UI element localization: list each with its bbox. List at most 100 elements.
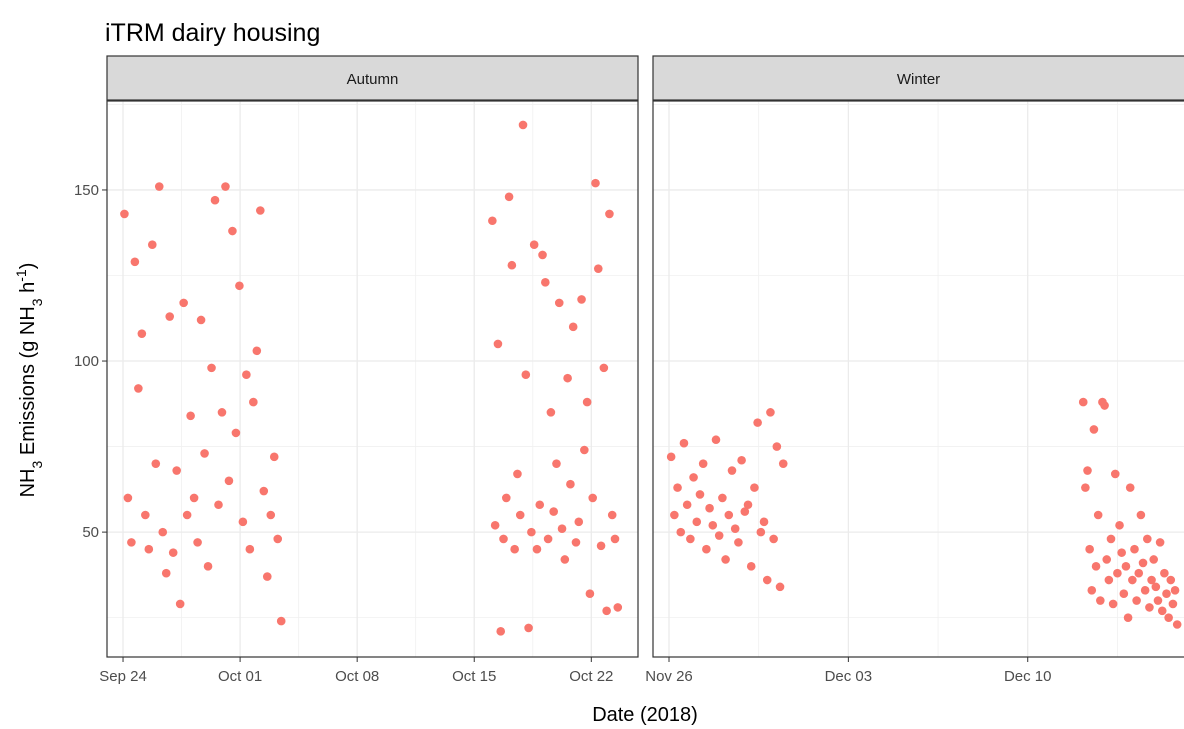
point [182, 510, 192, 520]
point [682, 500, 692, 510]
point [607, 510, 617, 520]
y-tick-label: 100 [74, 353, 99, 370]
point [515, 510, 525, 520]
point [1162, 589, 1171, 599]
y-axis-label-part: h [17, 282, 39, 299]
point [165, 312, 175, 321]
point [1132, 596, 1141, 605]
point [538, 250, 547, 260]
point [1110, 469, 1120, 479]
point [596, 541, 606, 551]
point [518, 120, 528, 130]
point [252, 346, 262, 356]
point [1091, 562, 1101, 571]
point [670, 510, 679, 520]
point [513, 469, 522, 479]
point [695, 490, 705, 499]
point [1130, 544, 1139, 554]
point [714, 531, 724, 540]
point [154, 182, 164, 191]
point [168, 548, 178, 557]
point [127, 538, 136, 547]
point [746, 562, 756, 571]
point [1119, 589, 1129, 599]
point [532, 544, 542, 554]
point [158, 527, 168, 537]
point [560, 555, 570, 564]
point [1123, 613, 1133, 622]
point [673, 483, 682, 492]
point [214, 500, 223, 510]
point [769, 534, 778, 544]
point [141, 510, 150, 520]
y-tick-label: 150 [74, 182, 99, 199]
y-axis-label-part: ) [17, 263, 39, 270]
point [262, 572, 272, 581]
y-axis-label-part: -1 [13, 269, 29, 282]
point [493, 339, 503, 349]
point [1087, 585, 1097, 595]
point [679, 438, 689, 448]
point [179, 298, 188, 308]
point [676, 527, 686, 537]
y-axis-label-part: NH [17, 469, 39, 498]
point [137, 329, 147, 338]
point [602, 606, 611, 616]
point [593, 264, 603, 273]
point [1172, 620, 1182, 629]
point [711, 435, 721, 445]
y-axis-label-part: 3 [29, 298, 45, 306]
point [591, 178, 600, 188]
point [186, 411, 195, 421]
panel-border [652, 100, 1184, 658]
point [1138, 558, 1148, 568]
point [231, 428, 241, 438]
point [727, 466, 737, 475]
point [1151, 582, 1161, 592]
point [740, 507, 750, 516]
point [529, 240, 539, 250]
x-tick-label: Sep 24 [99, 668, 147, 685]
point [490, 520, 500, 530]
point [753, 418, 762, 427]
point [259, 486, 269, 496]
point [238, 517, 248, 527]
point [552, 459, 561, 468]
point [554, 298, 564, 308]
x-tick-label: Oct 15 [452, 668, 496, 685]
point [610, 534, 620, 544]
point [721, 555, 730, 564]
point [235, 281, 244, 291]
point [276, 616, 286, 626]
point [1157, 606, 1167, 616]
point [249, 397, 258, 407]
point [203, 562, 213, 571]
point [585, 589, 595, 599]
panel-border [106, 100, 639, 658]
point [549, 507, 558, 516]
point [521, 370, 531, 380]
point [613, 603, 623, 612]
x-axis-label: Date (2018) [592, 704, 698, 726]
point [698, 459, 708, 468]
point [1153, 596, 1163, 605]
point [269, 452, 279, 462]
point [1096, 596, 1105, 605]
point [546, 408, 556, 417]
point [1142, 534, 1152, 544]
point [574, 517, 584, 527]
point [1140, 585, 1150, 595]
point [689, 473, 698, 482]
point [568, 322, 578, 332]
strip-label: Autumn [347, 71, 399, 88]
point [1134, 568, 1144, 578]
x-tick-label: Nov 26 [645, 668, 693, 685]
point [1106, 534, 1116, 544]
point [708, 520, 718, 530]
point [702, 544, 711, 554]
point [1085, 544, 1094, 554]
point [501, 493, 511, 503]
point [1108, 599, 1118, 609]
point [571, 538, 581, 547]
